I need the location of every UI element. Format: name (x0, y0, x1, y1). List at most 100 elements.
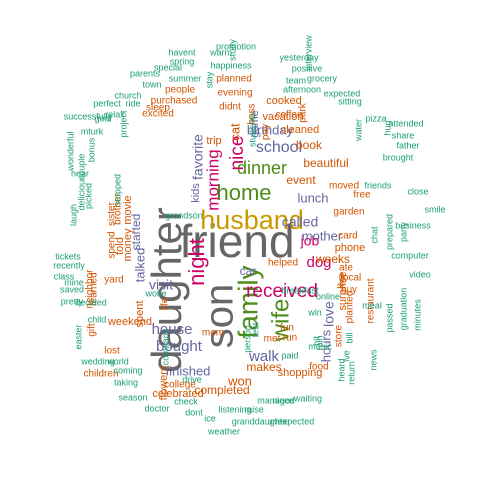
word-talked: talked (132, 248, 147, 283)
word-house: house (152, 321, 193, 338)
word-free: free (353, 190, 371, 201)
word-local: local (341, 273, 362, 284)
word-purchased: purchased (151, 96, 198, 107)
word-sleep: sleep (146, 103, 170, 114)
word-win: win (307, 307, 322, 317)
word-ive: ive (341, 350, 351, 362)
word-paid: paid (281, 350, 298, 360)
word-laugh: laugh (68, 204, 78, 226)
word-mom: mom (202, 328, 224, 339)
word-friends: friends (364, 180, 392, 190)
word-garden: garden (333, 207, 364, 218)
word-brought: brought (383, 152, 414, 162)
word-ride: ride (125, 98, 140, 108)
word-book: book (296, 138, 323, 152)
word-morning: morning (203, 149, 222, 210)
word-shopping: shopping (278, 367, 323, 379)
word-spent: spent (134, 301, 146, 328)
word-saved: saved (60, 284, 84, 294)
word-grandson: grandson (165, 210, 203, 220)
word-daughter: daughter (143, 207, 190, 373)
word-graduation: graduation (398, 288, 408, 331)
word-attended: attended (388, 118, 423, 128)
word-pizza: pizza (365, 113, 386, 123)
word-nice: nice (227, 136, 248, 171)
word-raise: raise (244, 404, 264, 414)
word-share: share (392, 130, 415, 140)
word-chat: chat (369, 226, 379, 244)
word-wedding: wedding (80, 356, 115, 366)
word-interview: interview (303, 35, 313, 71)
word-children: children (83, 369, 118, 380)
word-sister: sister (107, 201, 118, 226)
word-moved: moved (329, 181, 359, 192)
word-child: child (88, 314, 107, 324)
word-school: school (256, 139, 302, 156)
word-parents: parents (130, 68, 161, 78)
word-buy: buy (341, 285, 357, 296)
word-yard: yard (104, 275, 123, 286)
word-relax: relax (105, 109, 125, 119)
word-card: card (338, 231, 357, 242)
word-live: live (337, 273, 348, 288)
word-beautiful: beautiful (303, 156, 348, 170)
word-sitting: sitting (338, 96, 362, 106)
word-party: party (398, 221, 408, 242)
word-makes: makes (246, 360, 281, 374)
word-dont: dont (185, 407, 203, 417)
word-person: person (242, 325, 252, 353)
word-happiness: happiness (210, 60, 252, 70)
word-movie: movie (122, 195, 134, 224)
word-vacation: vacation (263, 111, 304, 123)
word-car: car (240, 264, 257, 278)
word-mother: mother (302, 228, 343, 243)
word-listening: listening (218, 404, 251, 414)
word-favorite: favorite (190, 134, 206, 180)
word-promotion: promotion (216, 41, 256, 51)
word-summer: summer (169, 73, 202, 83)
word-walk: walk (248, 348, 280, 365)
word-coming: coming (113, 365, 142, 375)
word-planted: planted (345, 291, 356, 324)
word-lost: lost (104, 346, 120, 357)
word-company: company (160, 328, 170, 365)
word-easter: easter (73, 324, 83, 349)
word-couple: couple (76, 154, 86, 181)
word-return: return (346, 361, 356, 385)
word-unexpected: unexpected (268, 416, 315, 426)
word-havent: havent (168, 47, 196, 57)
word-completed: completed (194, 383, 249, 397)
word-bill: bill (344, 332, 354, 343)
word-hug: hug (382, 120, 392, 135)
word-event: event (286, 173, 316, 187)
word-students: students (247, 112, 257, 147)
word-drive: drive (182, 374, 202, 384)
word-cooked: cooked (266, 95, 301, 107)
word-picked: picked (83, 183, 93, 209)
word-flowers: flowers (158, 365, 170, 400)
word-money: money (122, 228, 134, 262)
word-called: called (282, 214, 319, 230)
word-church: church (114, 90, 141, 100)
word-water: water (353, 119, 363, 142)
word-yesterday: yesterday (279, 52, 319, 62)
word-food: food (309, 362, 328, 373)
word-met: met (264, 334, 281, 345)
word-bought: bought (156, 338, 203, 355)
word-prepared: prepared (384, 214, 394, 250)
word-college: college (164, 380, 196, 391)
word-friend: friend (179, 215, 294, 267)
word-delicious: delicious (76, 175, 86, 211)
word-passed: passed (384, 303, 394, 332)
word-taking: taking (114, 377, 138, 387)
word-evening: evening (217, 88, 252, 99)
word-dog: dog (306, 254, 331, 271)
word-music: music (308, 341, 332, 351)
word-project: project (118, 110, 128, 138)
word-smile: smile (424, 204, 445, 214)
word-neighbor: neighbor (85, 269, 96, 309)
word-tickets: tickets (55, 251, 81, 261)
word-didnt: didnt (219, 102, 241, 113)
word-weeks: weeks (315, 252, 350, 266)
word-store: store (334, 324, 345, 347)
